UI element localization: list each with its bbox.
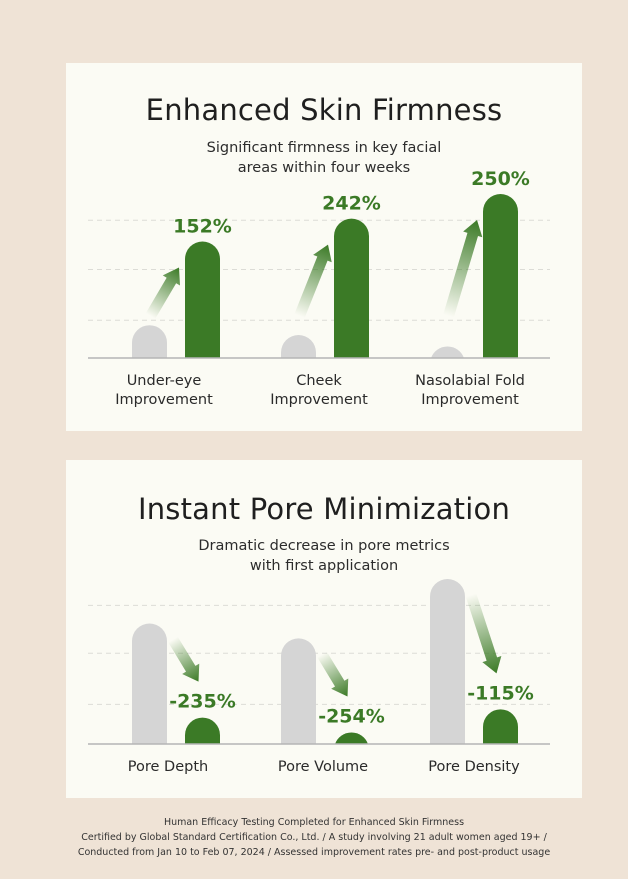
firmness-subtitle: Significant firmness in key facial areas… [66,138,582,178]
footer-line: Human Efficacy Testing Completed for Enh… [163,817,465,828]
data-label: 152% [173,216,232,238]
bar-after [185,241,220,358]
category-label: Pore Depth [128,759,208,775]
arrow-down-icon [168,636,200,682]
footer-notes: Human Efficacy Testing Completed for Enh… [0,815,628,860]
arrow-down-icon [317,651,349,697]
bar-before [132,623,167,744]
bar-after [334,218,369,358]
arrow-up-icon [294,244,332,319]
bar-after [185,717,220,744]
bar-after [335,732,368,744]
data-label: 242% [322,193,381,215]
data-label: -235% [169,691,236,713]
category-label: Under-eye [127,373,202,389]
category-label: Improvement [270,392,368,408]
data-label: -115% [467,682,534,704]
arrow-up-icon [145,267,181,319]
firmness-chart: 152% Under-eye Improvement 242% Cheek Improve… [88,168,550,408]
subtitle-line: Dramatic decrease in pore metrics [198,538,450,554]
category-label: Nasolabial Fold [415,373,525,389]
pore-card: Instant Pore Minimization Dramatic decre… [66,460,582,798]
footer-line: Certified by Global Standard Certificati… [81,832,547,843]
subtitle-line: with first application [249,558,399,574]
bar-before [431,346,464,358]
bar-before [132,325,167,358]
bar-after [483,709,518,744]
pore-chart: -235% Pore Depth -254% Pore Volume -115% Pore… [88,579,550,775]
bar-before [281,335,316,358]
firmness-card: Enhanced Skin Firmness Significant firmn… [66,63,582,431]
category-label: Pore Density [428,759,520,775]
subtitle-line: Significant firmness in key facial [206,140,442,156]
arrow-down-icon [465,593,502,674]
arrow-up-icon [443,220,483,318]
firmness-title: Enhanced Skin Firmness [145,93,503,127]
category-label: Cheek [296,373,342,389]
data-label: -254% [318,705,385,727]
data-label: 250% [471,168,530,190]
category-label: Improvement [115,392,213,408]
category-label: Improvement [421,392,519,408]
pore-subtitle: Dramatic decrease in pore metrics with f… [66,536,582,576]
bar-after [483,194,518,358]
pore-title: Instant Pore Minimization [137,492,511,526]
bar-before [281,638,316,744]
subtitle-line: areas within four weeks [237,160,411,176]
footer-line: Conducted from Jan 10 to Feb 07, 2024 / … [77,847,551,858]
bar-before [430,579,465,744]
category-label: Pore Volume [278,759,368,775]
